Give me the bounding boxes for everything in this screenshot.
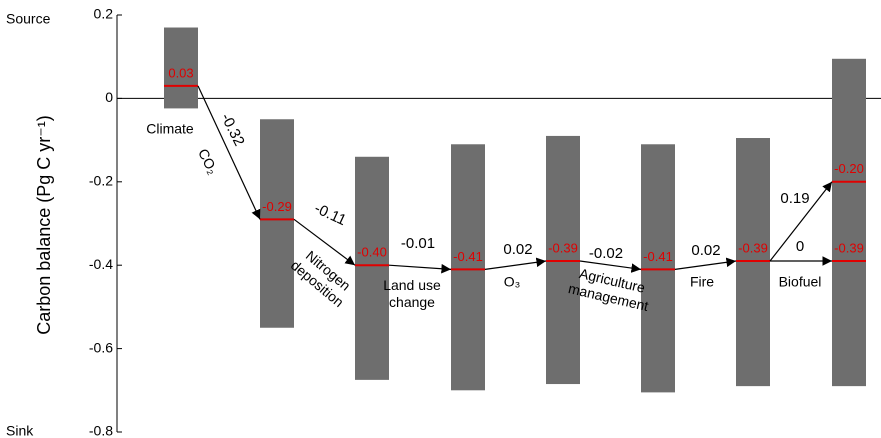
change-label: -0.32 [217, 111, 248, 149]
sink-label: Sink [6, 423, 34, 438]
range-bar [832, 58, 866, 387]
step-label: change [389, 294, 435, 310]
y-tick-label: -0.8 [89, 423, 113, 438]
y-axis-label: Carbon balance (Pg C yr⁻¹) [34, 115, 54, 335]
change-arrow [197, 85, 261, 220]
change-label: -0.11 [312, 200, 349, 229]
range-bar [164, 27, 198, 109]
change-label: 0.02 [691, 242, 720, 259]
range-bar [736, 138, 770, 387]
range-bar [355, 156, 389, 380]
step-label: Land use [383, 277, 441, 293]
median-label: -0.20 [834, 161, 864, 176]
step-label: Fire [690, 274, 714, 290]
step-label: Climate [146, 121, 194, 137]
step-label: O₃ [504, 274, 521, 290]
step-label: CO₂ [195, 146, 221, 177]
change-label: -0.01 [401, 235, 435, 252]
change-arrow [484, 257, 547, 270]
change-arrow [769, 181, 833, 262]
y-tick-label: 0 [105, 89, 113, 105]
median-label: -0.39 [834, 240, 864, 255]
range-bar [260, 119, 294, 328]
y-tick-label: 0.2 [94, 6, 114, 22]
step-label: Biofuel [779, 274, 822, 290]
change-arrow [674, 257, 737, 270]
median-label: -0.29 [262, 199, 292, 214]
change-label: 0.19 [780, 190, 809, 207]
range-bar [641, 144, 675, 393]
median-label: -0.39 [738, 240, 768, 255]
source-label: Source [6, 11, 51, 27]
change-label: 0.02 [503, 241, 532, 258]
change-arrow [293, 218, 356, 266]
median-label: -0.41 [453, 249, 483, 264]
change-arrow [579, 260, 642, 273]
y-tick-label: -0.4 [89, 256, 113, 272]
y-tick-label: -0.2 [89, 173, 113, 189]
y-tick-label: -0.6 [89, 339, 113, 355]
median-label: -0.39 [548, 240, 578, 255]
change-arrow [388, 263, 452, 274]
median-label: -0.41 [643, 249, 673, 264]
median-label: 0.03 [168, 65, 193, 80]
range-bar [546, 135, 580, 385]
change-label: 0 [796, 238, 804, 255]
median-label: -0.40 [357, 245, 387, 260]
change-label: -0.02 [589, 245, 623, 262]
range-bar [451, 144, 485, 391]
